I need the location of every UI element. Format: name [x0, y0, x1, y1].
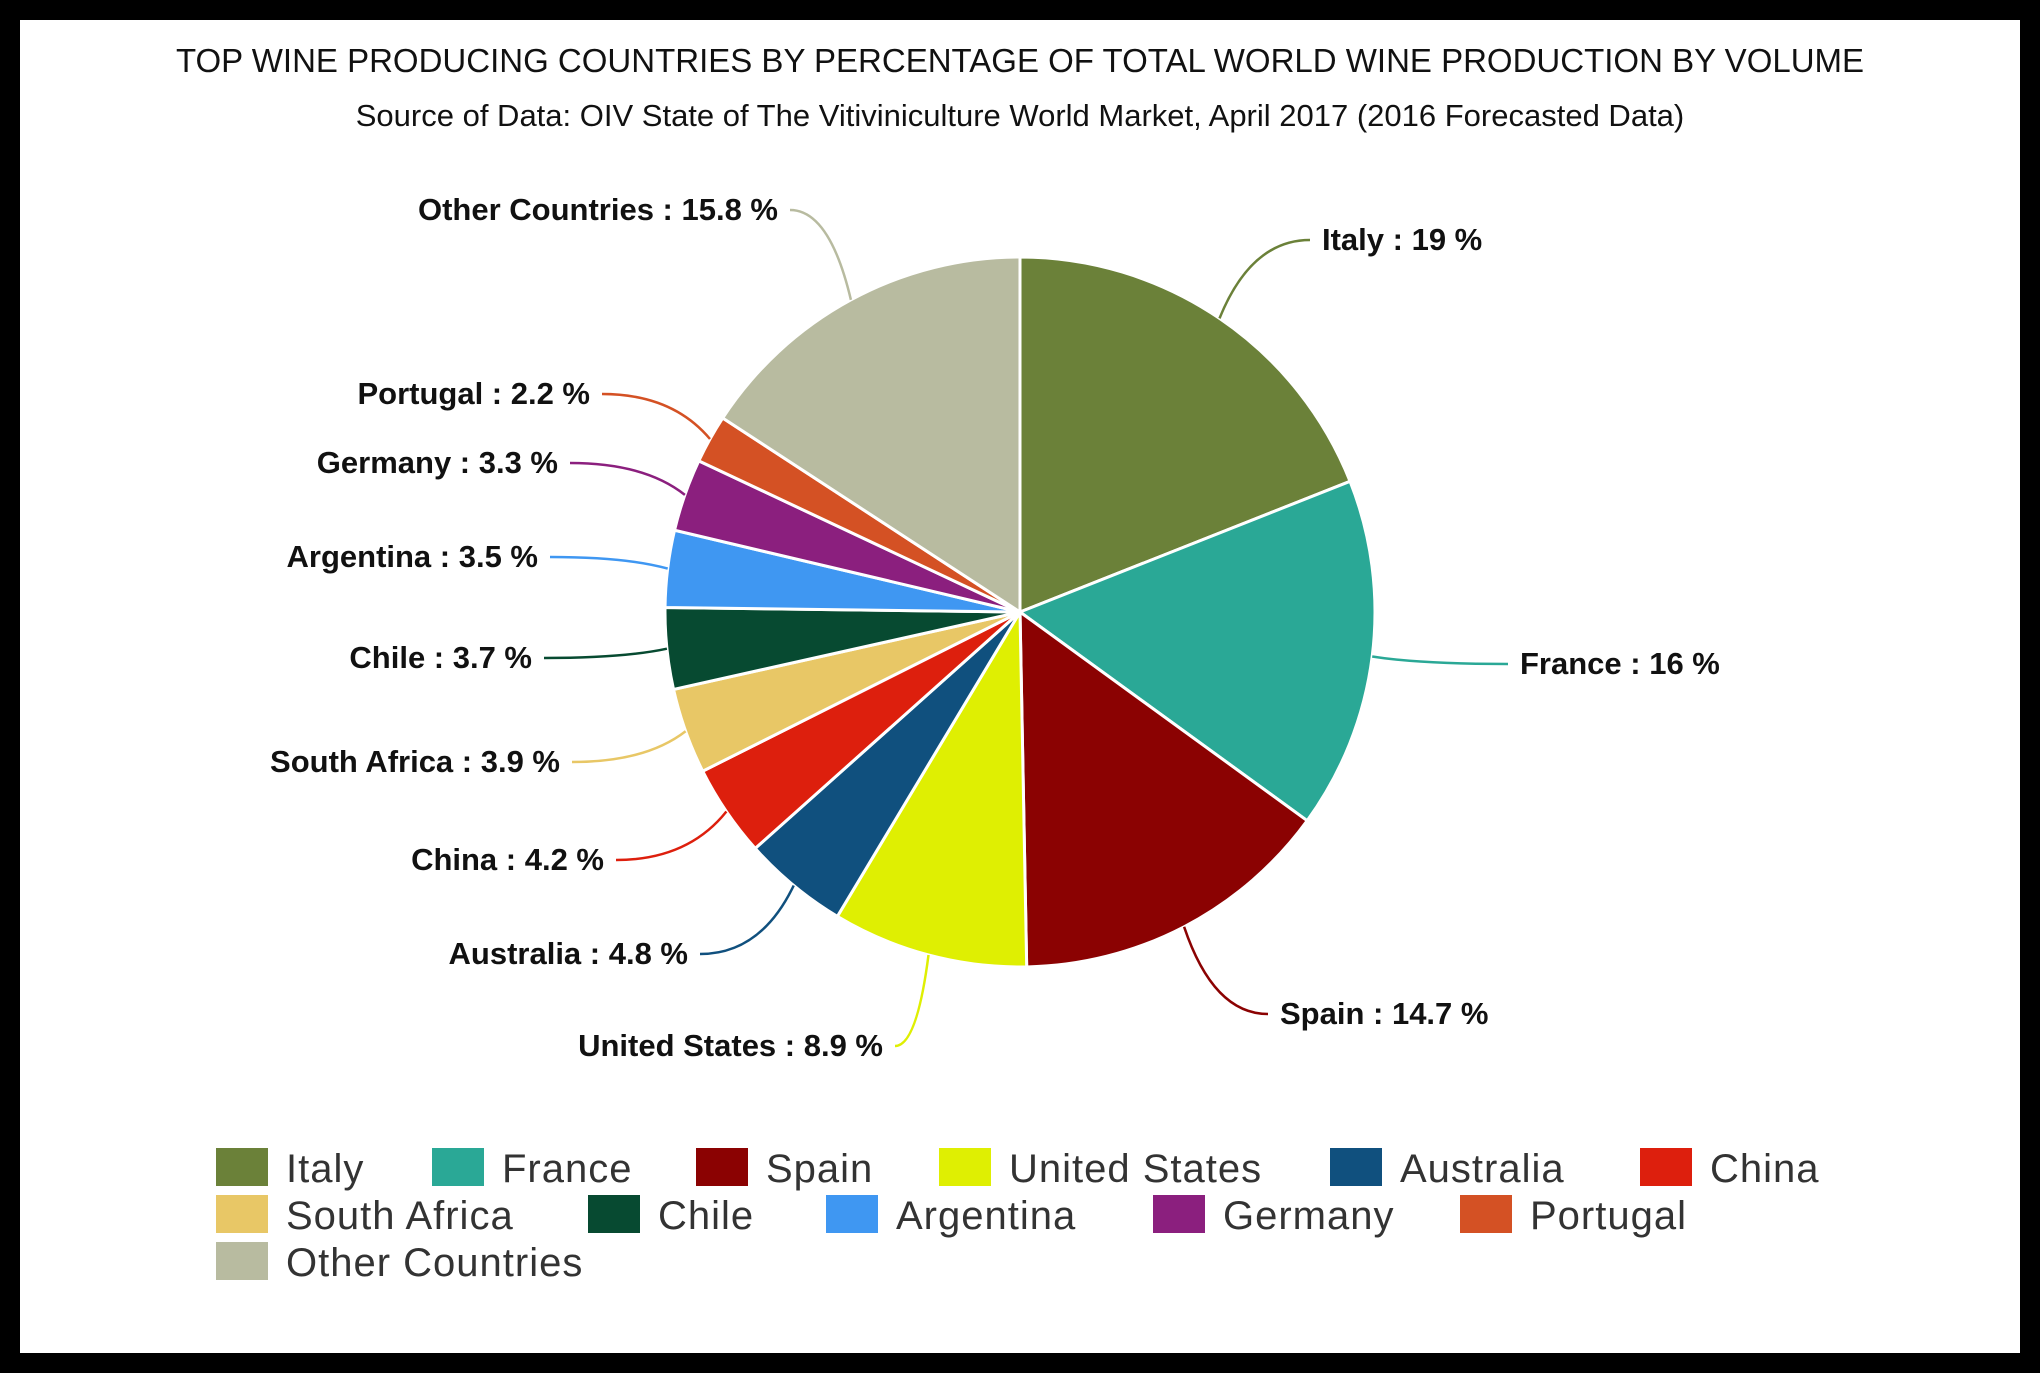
leader-lines — [543, 208, 1509, 1048]
slice-label-australia: Australia : 4.8 % — [449, 936, 688, 971]
legend-label-australia: Australia — [1400, 1147, 1565, 1191]
leader-line-china — [615, 810, 728, 862]
legend-label-other-countries: Other Countries — [286, 1241, 583, 1285]
legend-swatch-china — [1640, 1148, 1692, 1186]
slice-label-united-states: United States : 8.9 % — [578, 1028, 883, 1063]
slice-label-china: China : 4.2 % — [411, 842, 604, 877]
slice-label-argentina: Argentina : 3.5 % — [287, 539, 539, 574]
legend-swatch-germany — [1153, 1195, 1205, 1233]
slice-label-south-africa: South Africa : 3.9 % — [270, 744, 560, 779]
leader-line-united-states — [894, 954, 930, 1048]
leader-line-australia — [699, 884, 795, 956]
slice-labels: Italy : 19 % France : 16 % Spain : 14.7 % U… — [270, 192, 1720, 1063]
legend-swatch-united-states — [939, 1148, 991, 1186]
slice-label-portugal: Portugal : 2.2 % — [357, 376, 590, 411]
legend-swatch-other-countries — [216, 1242, 268, 1280]
legend-swatch-portugal — [1460, 1195, 1512, 1233]
leader-line-south-africa — [571, 730, 687, 764]
leader-line-other-countries — [789, 208, 853, 301]
legend-swatch-chile — [588, 1195, 640, 1233]
legend: Italy France Spain United States Australia Ch… — [216, 1147, 1820, 1285]
legend-swatch-france — [432, 1148, 484, 1186]
leader-line-france — [1372, 655, 1509, 666]
legend-label-united-states: United States — [1009, 1147, 1262, 1191]
legend-swatch-australia — [1330, 1148, 1382, 1186]
chart-subtitle: Source of Data: OIV State of The Vitivin… — [356, 98, 1685, 133]
leader-line-argentina — [549, 555, 669, 570]
slice-label-other-countries: Other Countries : 15.8 % — [418, 192, 778, 227]
legend-swatch-south-africa — [216, 1195, 268, 1233]
legend-swatch-spain — [696, 1148, 748, 1186]
leader-line-spain — [1182, 926, 1269, 1016]
legend-label-france: France — [502, 1147, 633, 1191]
slice-label-germany: Germany : 3.3 % — [317, 445, 558, 480]
slice-label-italy: Italy : 19 % — [1322, 222, 1482, 257]
chart-frame: TOP WINE PRODUCING COUNTRIES BY PERCENTA… — [20, 20, 2020, 1353]
legend-label-south-africa: South Africa — [286, 1194, 514, 1238]
slice-other-countries — [720, 255, 1022, 615]
legend-label-argentina: Argentina — [896, 1194, 1076, 1238]
leader-line-italy — [1218, 238, 1311, 319]
legend-label-china: China — [1710, 1147, 1820, 1191]
legend-swatch-argentina — [826, 1195, 878, 1233]
legend-label-portugal: Portugal — [1530, 1194, 1687, 1238]
leader-line-germany — [569, 461, 686, 496]
leader-line-portugal — [601, 392, 711, 440]
legend-label-chile: Chile — [658, 1194, 754, 1238]
leader-line-chile — [543, 647, 668, 660]
slice-label-chile: Chile : 3.7 % — [349, 640, 532, 675]
legend-label-italy: Italy — [286, 1147, 364, 1191]
slice-label-france: France : 16 % — [1520, 646, 1720, 681]
slice-united-states — [835, 606, 1029, 969]
pie-slices — [663, 255, 1377, 969]
legend-label-germany: Germany — [1223, 1194, 1395, 1238]
slice-italy — [1018, 255, 1353, 615]
slice-spain — [1018, 609, 1310, 969]
chart-title: TOP WINE PRODUCING COUNTRIES BY PERCENTA… — [176, 42, 1864, 79]
slice-label-spain: Spain : 14.7 % — [1280, 996, 1488, 1031]
slice-france — [1016, 479, 1377, 823]
pie-chart: TOP WINE PRODUCING COUNTRIES BY PERCENTA… — [176, 42, 1864, 1285]
legend-label-spain: Spain — [766, 1147, 873, 1191]
legend-swatch-italy — [216, 1148, 268, 1186]
